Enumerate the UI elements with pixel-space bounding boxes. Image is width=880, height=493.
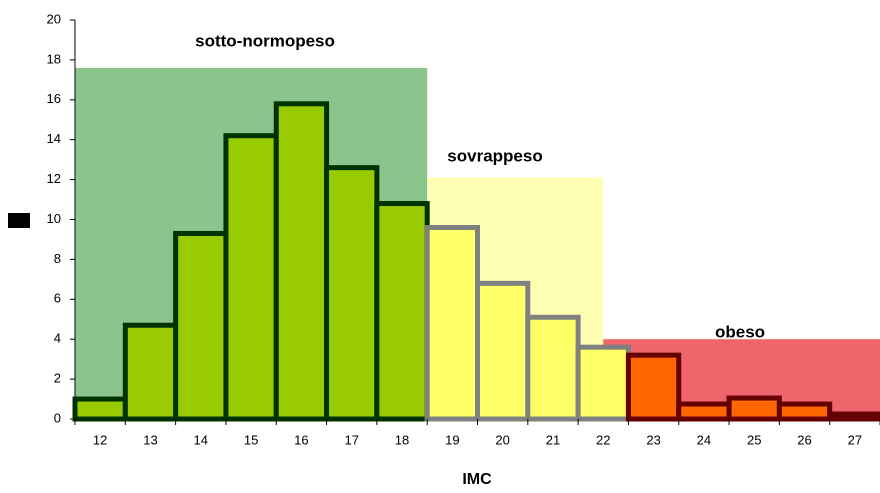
bar [273, 101, 330, 422]
y-tick-label: 18 [47, 51, 61, 66]
y-tick-label: 8 [54, 251, 61, 266]
x-tick-label: 19 [445, 432, 459, 447]
bar [424, 224, 480, 422]
bar [776, 401, 833, 422]
bar [475, 280, 531, 422]
y-tick-label: 14 [47, 131, 61, 146]
y-tick-label: 6 [54, 291, 61, 306]
y-tick-label: 2 [54, 371, 61, 386]
bar [374, 201, 430, 422]
x-tick-label: 14 [194, 432, 208, 447]
region-label: sotto-normopeso [195, 31, 335, 50]
y-tick-label: 16 [47, 91, 61, 106]
bar [625, 352, 682, 422]
x-tick-label: 22 [596, 432, 610, 447]
bar [726, 395, 782, 422]
x-tick-label: 26 [797, 432, 811, 447]
bar [525, 314, 581, 422]
bar [173, 230, 229, 422]
x-tick-label: 12 [93, 432, 107, 447]
y-tick-label: 4 [54, 331, 61, 346]
y-tick-label: 0 [54, 410, 61, 425]
bar [827, 411, 880, 422]
bar [324, 165, 380, 422]
region-label: obeso [715, 322, 765, 341]
bar [72, 396, 128, 422]
bar [223, 133, 279, 422]
x-tick-label: 21 [546, 432, 560, 447]
x-axis-title: IMC [462, 471, 492, 488]
x-tick-label: 27 [848, 432, 862, 447]
x-tick-label: 20 [495, 432, 509, 447]
x-tick-label: 18 [395, 432, 409, 447]
x-tick-label: 24 [697, 432, 711, 447]
x-tick-label: 15 [244, 432, 258, 447]
region-label: sovrappeso [447, 146, 542, 165]
x-tick-label: 23 [646, 432, 660, 447]
y-tick-label: 20 [47, 11, 61, 26]
bar [575, 344, 631, 422]
x-tick-label: 25 [747, 432, 761, 447]
bar [122, 322, 179, 422]
x-tick-label: 17 [344, 432, 358, 447]
y-tick-label: 10 [47, 211, 61, 226]
y-axis-title-glyph [8, 213, 30, 228]
x-tick-label: 13 [143, 432, 157, 447]
y-tick-label: 12 [47, 171, 61, 186]
x-tick-label: 16 [294, 432, 308, 447]
bar [676, 401, 732, 422]
